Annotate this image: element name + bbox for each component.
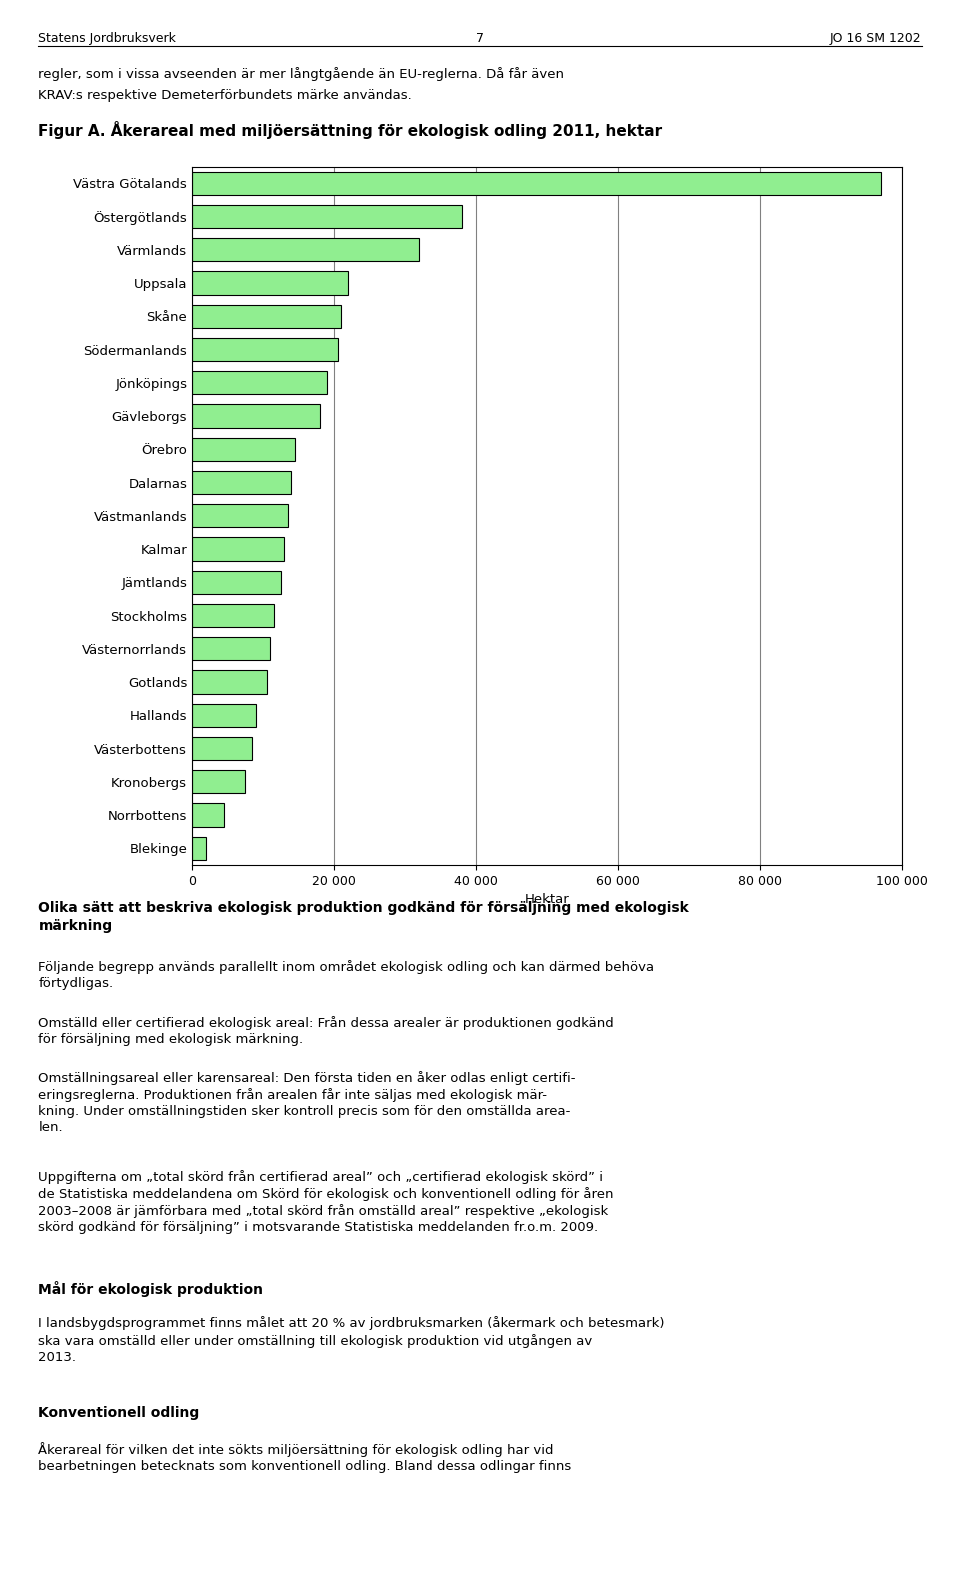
Text: JO 16 SM 1202: JO 16 SM 1202 xyxy=(830,32,922,44)
Text: Konventionell odling: Konventionell odling xyxy=(38,1406,200,1420)
Bar xyxy=(192,636,270,660)
Text: Olika sätt att beskriva ekologisk produktion godkänd för försäljning med ekologi: Olika sätt att beskriva ekologisk produk… xyxy=(38,901,689,933)
Text: Omställningsareal eller karensareal: Den första tiden en åker odlas enligt certi: Omställningsareal eller karensareal: Den… xyxy=(38,1071,576,1135)
Text: Omställd eller certifierad ekologisk areal: Från dessa arealer är produktionen g: Omställd eller certifierad ekologisk are… xyxy=(38,1016,614,1046)
Bar xyxy=(192,205,462,229)
Text: Uppgifterna om „total skörd från certifierad areal” och „certifierad ekologisk s: Uppgifterna om „total skörd från certifi… xyxy=(38,1170,613,1235)
Bar xyxy=(192,505,288,527)
Text: I landsbygdsprogrammet finns målet att 20 % av jordbruksmarken (åkermark och bet: I landsbygdsprogrammet finns målet att 2… xyxy=(38,1317,665,1363)
Bar xyxy=(192,538,284,560)
X-axis label: Hektar: Hektar xyxy=(525,893,569,906)
Text: Åkerareal för vilken det inte sökts miljöersättning för ekologisk odling har vid: Åkerareal för vilken det inte sökts milj… xyxy=(38,1443,571,1473)
Text: 7: 7 xyxy=(476,32,484,44)
Text: KRAV:s respektive Demeterförbundets märke användas.: KRAV:s respektive Demeterförbundets märk… xyxy=(38,89,412,102)
Text: Figur A. Åkerareal med miljöersättning för ekologisk odling 2011, hektar: Figur A. Åkerareal med miljöersättning f… xyxy=(38,121,662,138)
Bar xyxy=(192,803,224,827)
Bar xyxy=(192,736,252,760)
Bar xyxy=(192,438,295,460)
Bar xyxy=(192,405,320,427)
Bar xyxy=(192,836,206,860)
Bar xyxy=(192,571,280,594)
Bar xyxy=(192,271,348,295)
Bar xyxy=(192,171,881,195)
Bar xyxy=(192,305,341,329)
Bar xyxy=(192,371,327,395)
Bar xyxy=(192,605,274,627)
Bar xyxy=(192,703,256,727)
Text: regler, som i vissa avseenden är mer långtgående än EU-reglerna. Då får även: regler, som i vissa avseenden är mer lån… xyxy=(38,67,564,81)
Bar xyxy=(192,770,246,794)
Text: Mål för ekologisk produktion: Mål för ekologisk produktion xyxy=(38,1281,263,1297)
Text: Följande begrepp används parallellt inom området ekologisk odling och kan därmed: Följande begrepp används parallellt inom… xyxy=(38,960,655,990)
Bar xyxy=(192,238,420,262)
Bar xyxy=(192,471,292,494)
Bar xyxy=(192,338,338,362)
Text: Statens Jordbruksverk: Statens Jordbruksverk xyxy=(38,32,177,44)
Bar xyxy=(192,670,267,694)
